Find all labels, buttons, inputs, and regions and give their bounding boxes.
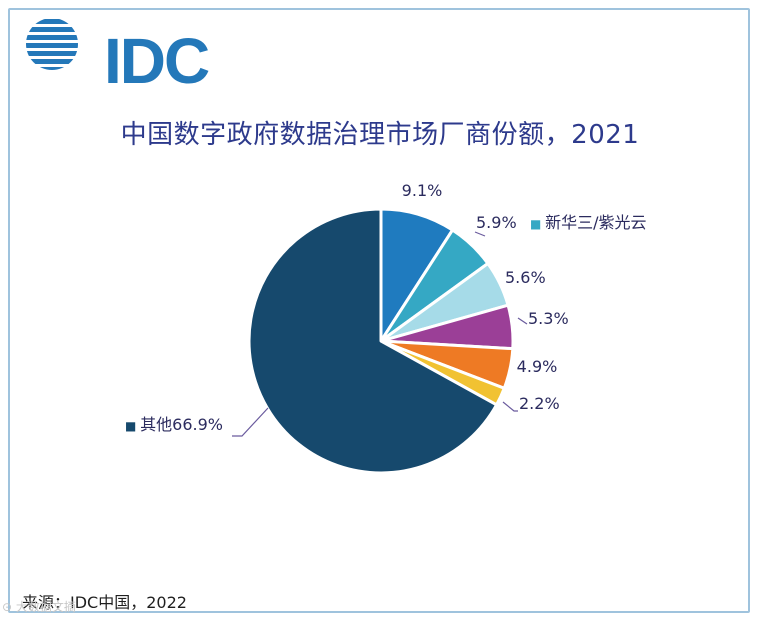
- source-note: 来源：IDC中国，2022: [22, 593, 187, 612]
- leader-line-6: [232, 407, 269, 437]
- legend-entry-1: ■ 新华三/紫光云: [530, 213, 647, 232]
- leader-line-3: [517, 317, 528, 325]
- slice-label-1: 5.9%: [476, 213, 517, 232]
- idc-logo: IDC: [24, 14, 210, 96]
- slice-label-4: 4.9%: [517, 357, 558, 376]
- watermark: ⊙ 大数据文摘: [2, 598, 76, 615]
- logo-text: IDC: [104, 25, 210, 97]
- slice-label-2: 5.6%: [505, 268, 546, 287]
- globe-icon: [26, 19, 78, 70]
- slice-label-3: 5.3%: [528, 309, 569, 328]
- watermark-icon: ⊙: [2, 600, 13, 614]
- chart-title: 中国数字政府数据治理市场厂商份额，2021: [120, 120, 640, 150]
- leader-line-1: [474, 231, 486, 237]
- watermark-text: 大数据文摘: [15, 600, 76, 614]
- leader-line-5: [502, 401, 518, 412]
- chart-frame: [8, 8, 750, 613]
- slice-label-5: 2.2%: [519, 394, 560, 413]
- slice-label-0: 9.1%: [402, 181, 443, 200]
- slice-label-6: ■ 其他66.9%: [125, 415, 223, 434]
